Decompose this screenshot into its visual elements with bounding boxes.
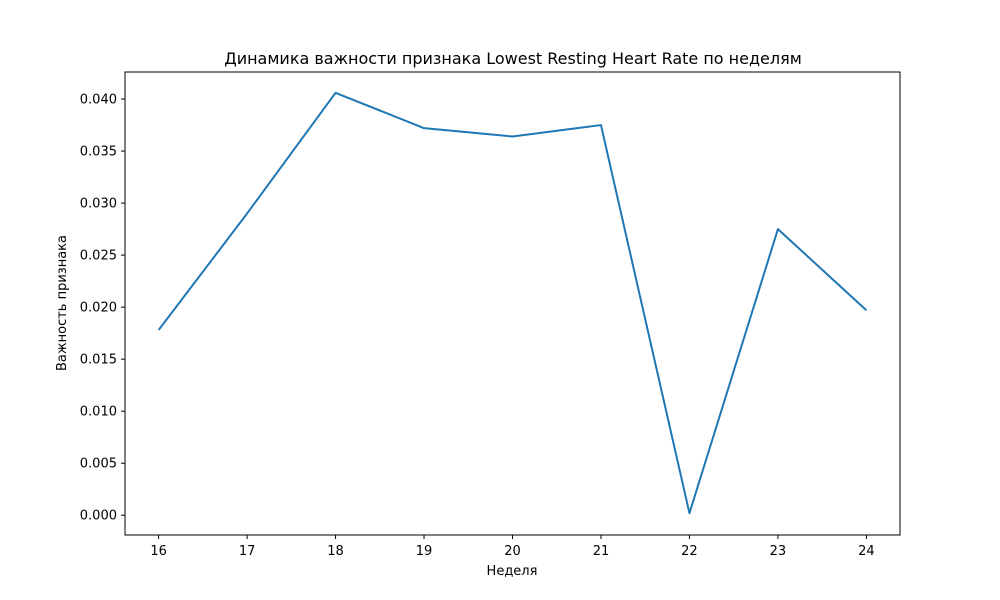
plot-area-frame bbox=[124, 71, 901, 536]
y-tick-label: 0.030 bbox=[80, 197, 117, 212]
x-tick-label: 18 bbox=[327, 544, 344, 559]
x-tick-label: 17 bbox=[239, 544, 256, 559]
y-tick-label: 0.020 bbox=[80, 301, 117, 316]
y-tick-label: 0.000 bbox=[80, 509, 117, 524]
x-tick-label: 16 bbox=[150, 544, 167, 559]
series-line-0 bbox=[157, 91, 868, 515]
y-tick-label: 0.005 bbox=[80, 457, 117, 472]
y-tick-label: 0.010 bbox=[80, 405, 117, 420]
x-tick-label: 24 bbox=[858, 544, 875, 559]
x-tick-label: 20 bbox=[504, 544, 521, 559]
y-axis-label: Важность признака bbox=[55, 235, 70, 371]
y-tick-label: 0.040 bbox=[80, 93, 117, 108]
chart-title: Динамика важности признака Lowest Restin… bbox=[224, 49, 802, 68]
x-axis-ticks: 16 17 18 19 20 21 22 23 24 bbox=[150, 535, 875, 559]
series-layer bbox=[157, 91, 868, 515]
x-tick-label: 23 bbox=[770, 544, 787, 559]
y-tick-label: 0.035 bbox=[80, 145, 117, 160]
x-tick-label: 22 bbox=[681, 544, 698, 559]
x-tick-label: 19 bbox=[416, 544, 433, 559]
y-axis-ticks: 0.000 0.005 0.010 0.015 0.020 0.025 0.030 0.035… bbox=[80, 93, 125, 524]
y-tick-label: 0.015 bbox=[80, 353, 117, 368]
x-axis-label: Неделя bbox=[487, 564, 538, 579]
y-tick-label: 0.025 bbox=[80, 249, 117, 264]
x-tick-label: 21 bbox=[593, 544, 610, 559]
